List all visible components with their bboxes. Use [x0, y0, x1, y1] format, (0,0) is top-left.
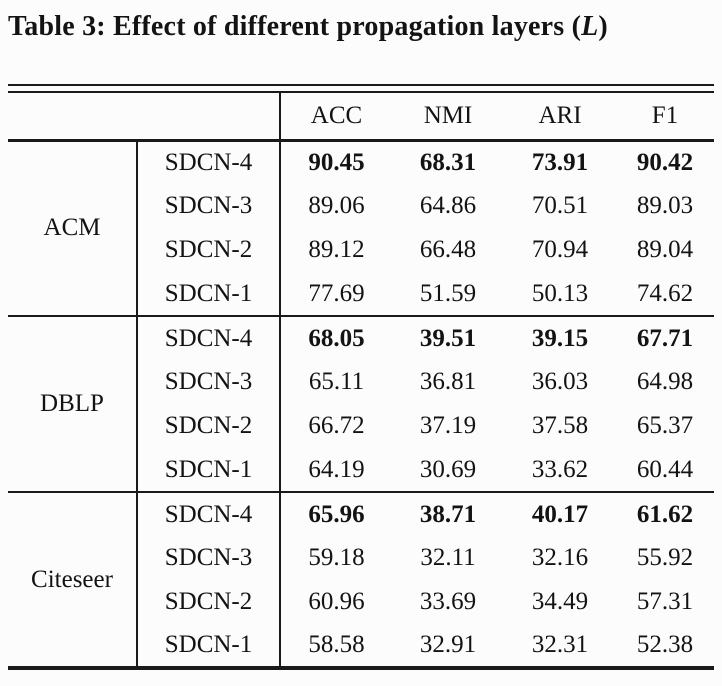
metric-value: 33.62 [531, 455, 589, 483]
method-label: SDCN-4 [136, 491, 280, 536]
table-header: ACC NMI ARI F1 [8, 93, 714, 140]
table-body: ACM SDCN-4 90.45 68.31 73.91 90.42 SDCN-3 89.06… [8, 139, 714, 668]
top-double-rule [8, 84, 714, 93]
metric-value: 32.11 [420, 544, 476, 571]
metric-value: 89.03 [636, 192, 694, 219]
table-caption: Table 3: Effect of different propagation… [8, 8, 714, 46]
table-row: ACM SDCN-4 90.45 68.31 73.91 90.42 [8, 139, 714, 316]
metric-value: 61.62 [616, 491, 714, 536]
dataset-label: Citeseer [8, 491, 137, 668]
corner-cell [8, 93, 280, 140]
table-row: SDCN-3 59.18 32.11 32.16 55.92 [8, 536, 714, 580]
metric-value: 64.19 [279, 448, 392, 492]
metric-value: 64.86 [419, 192, 477, 219]
metric-value: 70.51 [531, 192, 589, 219]
method-label: SDCN-2 [136, 404, 280, 448]
metric-value: 64.98 [636, 368, 694, 395]
caption-variable: L [581, 11, 599, 42]
metric-value: 67.71 [616, 315, 714, 360]
metric-value: 65.11 [279, 360, 392, 404]
table-row: SDCN-2 66.72 37.19 37.58 65.37 [8, 404, 714, 448]
table-row: SDCN-3 89.06 64.86 70.51 89.03 [8, 184, 714, 228]
method-label: SDCN-3 [136, 536, 280, 580]
metric-value: 40.17 [504, 491, 616, 536]
header-f1: F1 [651, 101, 679, 129]
caption-text: Table 3: Effect of different propagation… [8, 11, 582, 42]
metric-value: 32.91 [419, 631, 477, 658]
caption-suffix: ) [598, 11, 608, 42]
metric-value: 58.58 [279, 624, 392, 668]
metric-value: 65.96 [279, 491, 392, 536]
metric-value: 66.48 [419, 236, 477, 263]
metric-value: 89.12 [279, 228, 392, 272]
metric-value: 66.72 [279, 404, 392, 448]
results-table: ACC NMI ARI F1 ACM SDCN-4 90.45 68.31 73.91 9… [8, 93, 714, 670]
table-row: SDCN-1 77.69 51.59 50.13 74.62 [8, 272, 714, 316]
table-container: ACC NMI ARI F1 ACM SDCN-4 90.45 68.31 73.91 9… [8, 84, 714, 670]
metric-value: 55.92 [636, 544, 694, 571]
metric-value: 39.51 [392, 315, 504, 360]
method-label: SDCN-1 [136, 448, 280, 492]
method-label: SDCN-4 [136, 139, 280, 184]
metric-value: 37.58 [531, 412, 589, 439]
table-row: SDCN-1 64.19 30.69 33.62 60.44 [8, 448, 714, 492]
metric-value: 90.42 [616, 139, 714, 184]
header-row: ACC NMI ARI F1 [8, 93, 714, 140]
metric-value: 68.31 [392, 139, 504, 184]
method-label: SDCN-1 [136, 624, 280, 668]
metric-value: 59.18 [279, 536, 392, 580]
metric-value: 38.71 [392, 491, 504, 536]
metric-value: 77.69 [279, 272, 392, 316]
metric-value: 30.69 [419, 455, 477, 483]
method-label: SDCN-2 [136, 580, 280, 624]
header-nmi: NMI [423, 101, 473, 129]
metric-value: 33.69 [419, 588, 477, 615]
metric-value: 89.06 [279, 184, 392, 228]
metric-value: 60.96 [279, 580, 392, 624]
metric-value: 89.04 [636, 236, 694, 263]
table-row: DBLP SDCN-4 68.05 39.51 39.15 67.71 [8, 315, 714, 492]
metric-value: 39.15 [504, 315, 616, 360]
method-label: SDCN-1 [136, 272, 280, 316]
method-label: SDCN-3 [136, 184, 280, 228]
metric-value: 37.19 [419, 412, 477, 439]
metric-value: 51.59 [419, 279, 477, 307]
metric-value: 32.31 [531, 631, 589, 658]
metric-value: 60.44 [636, 455, 694, 483]
metric-value: 90.45 [279, 139, 392, 184]
method-label: SDCN-4 [136, 315, 280, 360]
metric-value: 32.16 [531, 544, 589, 571]
metric-value: 73.91 [504, 139, 616, 184]
metric-value: 70.94 [531, 236, 589, 263]
table-row: SDCN-2 89.12 66.48 70.94 89.04 [8, 228, 714, 272]
header-acc: ACC [279, 93, 392, 140]
table-row: Citeseer SDCN-4 65.96 38.71 40.17 61.62 [8, 491, 714, 668]
metric-value: 57.31 [636, 588, 694, 615]
metric-value: 74.62 [636, 279, 694, 307]
method-label: SDCN-2 [136, 228, 280, 272]
dataset-label: ACM [8, 139, 137, 316]
header-ari: ARI [538, 101, 582, 129]
method-label: SDCN-3 [136, 360, 280, 404]
metric-value: 50.13 [531, 279, 589, 307]
metric-value: 36.81 [419, 368, 477, 395]
metric-value: 34.49 [531, 588, 589, 615]
metric-value: 36.03 [531, 368, 589, 395]
dataset-label: DBLP [8, 315, 137, 492]
metric-value: 52.38 [636, 631, 694, 658]
table-row: SDCN-3 65.11 36.81 36.03 64.98 [8, 360, 714, 404]
metric-value: 65.37 [636, 412, 694, 439]
table-row: SDCN-1 58.58 32.91 32.31 52.38 [8, 624, 714, 668]
table-row: SDCN-2 60.96 33.69 34.49 57.31 [8, 580, 714, 624]
metric-value: 68.05 [279, 315, 392, 360]
